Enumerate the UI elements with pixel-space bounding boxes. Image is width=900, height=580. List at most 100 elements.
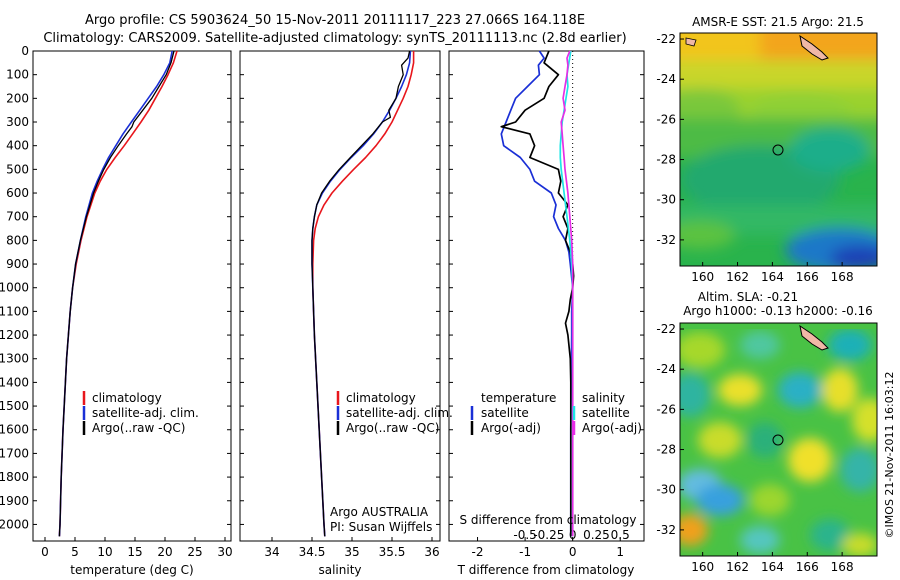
lon-tick-label: 162 — [726, 270, 749, 284]
temperature-series — [58, 50, 178, 537]
figure-title-line2: Climatology: CARS2009. Satellite-adjuste… — [43, 31, 626, 46]
s-tick-label: 0.5 — [611, 528, 630, 542]
legend-label-satellite: satellite-adj. clim. — [92, 406, 199, 420]
float-owner-label: Argo AUSTRALIA — [330, 505, 429, 519]
x-tick-label: 1 — [616, 545, 624, 559]
sla-map-subtitle: Argo h1000: -0.13 h2000: -0.16 — [683, 304, 873, 318]
lon-tick-label: 168 — [831, 270, 854, 284]
legend-label-t-argo: Argo(-adj) — [481, 421, 541, 435]
float-location-marker — [772, 434, 784, 446]
legend-label-t-satellite: satellite — [481, 406, 529, 420]
x-tick-label: 30 — [217, 545, 232, 559]
legend-label-s-satellite: satellite — [582, 406, 630, 420]
temperature-panel: 0100200300400500600700800900100011001200… — [0, 44, 644, 577]
sla-map: Altim. SLA: -0.21 Argo h1000: -0.13 h200… — [656, 290, 878, 574]
lat-tick-label: -28 — [656, 153, 676, 167]
x-tick-label: 0 — [41, 545, 49, 559]
x-tick-label: 34.5 — [299, 545, 326, 559]
x-tick-label: 5 — [71, 545, 79, 559]
sla-map-frame — [679, 322, 878, 557]
float-location-marker — [772, 144, 784, 156]
lat-tick-label: -30 — [656, 483, 676, 497]
temperature-axis-label: temperature (deg C) — [70, 563, 193, 577]
sst-map-title: AMSR-E SST: 21.5 Argo: 21.5 — [692, 15, 864, 29]
imos-timestamp: ©IMOS 21-Nov-2011 16:03:12 — [883, 372, 896, 539]
lon-tick-label: 162 — [726, 560, 749, 574]
legend-label-climatology: climatology — [346, 391, 416, 405]
depth-tick-label: 1200 — [0, 328, 29, 342]
float-pi-label: PI: Susan Wijffels — [330, 520, 432, 534]
temperature-tick-labels: 0 5 10 15 20 25 30 — [41, 537, 233, 559]
sst-map: AMSR-E SST: 21.5 Argo: 21.5 — [656, 15, 878, 284]
lon-tick-label: 168 — [831, 560, 854, 574]
x-tick-label: 35.5 — [379, 545, 406, 559]
salinity-series — [311, 50, 415, 537]
depth-tick-label: 800 — [6, 233, 29, 247]
depth-tick-label: 1500 — [0, 399, 29, 413]
legend-label-satellite: satellite-adj. clim. — [346, 406, 453, 420]
lon-tick-label: 166 — [796, 560, 819, 574]
depth-tick-label: 600 — [6, 186, 29, 200]
land-fragment — [685, 37, 697, 47]
depth-tick-label: 1400 — [0, 375, 29, 389]
depth-tick-label: 1100 — [0, 304, 29, 318]
s-difference-axis-label: S difference from climatology — [460, 513, 637, 527]
figure-title-line1: Argo profile: CS 5903624_50 15-Nov-2011 … — [85, 13, 585, 28]
legend-label-argo: Argo(..raw -QC) — [346, 421, 439, 435]
depth-tick-label: 300 — [6, 115, 29, 129]
sst-field — [680, 33, 877, 266]
x-tick-label: 25 — [187, 545, 202, 559]
temperature-axes-box — [32, 50, 232, 542]
difference-series — [500, 50, 575, 537]
depth-tick-label: 1000 — [0, 281, 29, 295]
depth-tick-labels: 0 100 200 300 400 500 600 700 800 900 1000 1100 1200… — [0, 44, 644, 531]
lat-tick-label: -22 — [656, 32, 676, 46]
depth-tick-label: 1600 — [0, 423, 29, 437]
depth-tick-label: 1700 — [0, 446, 29, 460]
lon-tick-label: 164 — [761, 560, 784, 574]
lat-tick-label: -32 — [656, 233, 676, 247]
lat-tick-label: -32 — [656, 523, 676, 537]
depth-tick-label: 0 — [21, 44, 29, 58]
lon-tick-label: 166 — [796, 270, 819, 284]
lat-tick-label: -22 — [656, 322, 676, 336]
t-difference-tick-labels: -2 -1 0 1 — [472, 537, 624, 559]
depth-tick-label: 1300 — [0, 352, 29, 366]
lon-tick-label: 164 — [761, 270, 784, 284]
depth-tick-label: 400 — [6, 139, 29, 153]
depth-tick-label: 100 — [6, 68, 29, 82]
s-tick-label: -0.5 — [513, 528, 536, 542]
temperature-legend: climatology satellite-adj. clim. Argo(..… — [82, 391, 199, 435]
x-tick-label: 34 — [264, 545, 279, 559]
difference-axes-box — [448, 50, 645, 542]
legend-label-argo: Argo(..raw -QC) — [92, 421, 185, 435]
s-tick-label: 0.25 — [583, 528, 610, 542]
sla-field — [680, 323, 877, 556]
t-difference-axis-label: T difference from climatology — [457, 563, 635, 577]
x-tick-label: 20 — [157, 545, 172, 559]
new-caledonia-land — [799, 34, 829, 61]
s-tick-label: -0.25 — [533, 528, 564, 542]
salinity-axes-box — [239, 50, 441, 542]
series-line-satellite-adj-clim- — [58, 50, 173, 537]
sla-map-title: Altim. SLA: -0.21 — [698, 290, 798, 304]
sla-lat-tick-labels: -22 -24 -26 -28 -30 -32 — [656, 322, 684, 537]
depth-tick-label: 2000 — [0, 517, 29, 531]
depth-tick-label: 1900 — [0, 494, 29, 508]
depth-tick-label: 700 — [6, 210, 29, 224]
depth-tick-label: 200 — [6, 91, 29, 105]
difference-panel: -2 -1 0 1 -0.5-0.25 0 0.250.5 S difference fr… — [448, 50, 645, 577]
legend-title-salinity: salinity — [582, 391, 625, 405]
sst-lat-tick-labels: -22 -24 -26 -28 -30 -32 — [656, 32, 684, 247]
depth-tick-label: 1800 — [0, 470, 29, 484]
salinity-legend: climatology satellite-adj. clim. Argo(..… — [336, 391, 453, 435]
legend-label-climatology: climatology — [92, 391, 162, 405]
series-line-argo-raw-qc- — [58, 50, 175, 537]
legend-label-s-argo: Argo(-adj) — [582, 421, 642, 435]
sst-map-frame — [679, 32, 878, 267]
x-tick-label: 36 — [424, 545, 439, 559]
lon-tick-label: 160 — [691, 560, 714, 574]
series-line-climatology — [311, 51, 415, 537]
lat-tick-label: -24 — [656, 72, 676, 86]
